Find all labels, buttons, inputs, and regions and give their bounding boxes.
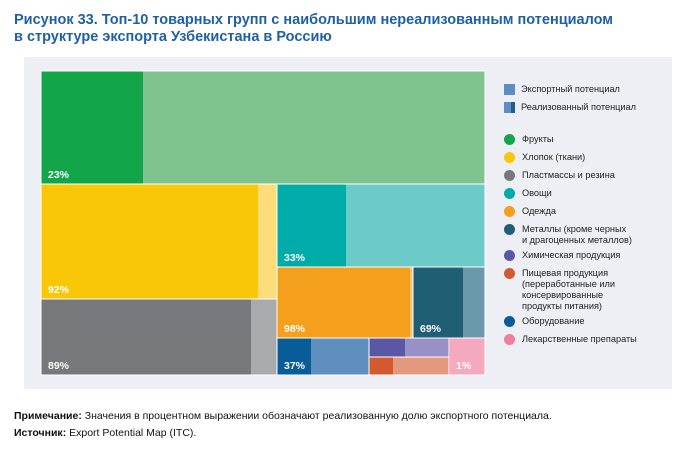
note-label: Примечание: (14, 410, 82, 422)
treemap-data-label: 33% (284, 252, 306, 264)
legend-dot-icon (504, 250, 515, 261)
legend-item-label: Химическая продукция (522, 250, 621, 260)
treemap-tile-realized-potential (449, 338, 450, 375)
treemap-tile-realized-potential (413, 267, 463, 338)
treemap-tile-export-potential (448, 337, 486, 376)
legend-dot-icon (504, 206, 515, 217)
source-line: Источник: Export Potential Map (ITC). (14, 425, 552, 442)
treemap-tile-realized-potential (369, 357, 393, 375)
legend-item: Оборудование (504, 316, 674, 327)
legend-item: Лекарственные препараты (504, 334, 674, 345)
legend-item: Химическая продукция (504, 250, 674, 261)
legend-item-label: Пластмассы и резина (522, 170, 615, 180)
legend-item-label: Оборудование (522, 316, 585, 326)
treemap-data-label: 1% (456, 360, 472, 372)
legend-item-label: Фрукты (522, 134, 554, 144)
legend-item-label: Одежда (522, 206, 556, 216)
legend-dot-icon (504, 224, 515, 235)
treemap-tile-realized-potential (41, 299, 251, 375)
legend-dot-icon (504, 334, 515, 345)
treemap-tile-realized-potential (277, 184, 346, 267)
treemap-data-label: 98% (284, 323, 306, 335)
source-text: Export Potential Map (ITC). (69, 427, 197, 439)
treemap-tile-realized-potential (277, 267, 410, 338)
treemap-data-label: 37% (284, 360, 306, 372)
figure-title: Рисунок 33. Топ-10 товарных групп с наиб… (14, 12, 684, 46)
legend-export-potential-label: Экспортный потенциал (521, 84, 620, 94)
legend-item: Хлопок (ткани) (504, 152, 674, 163)
note-line: Примечание: Значения в процентном выраже… (14, 408, 552, 425)
export-potential-swatch (504, 84, 515, 95)
figure-title-line2: в структуре экспорта Узбекистана в Росси… (14, 29, 332, 45)
legend-item: Пластмассы и резина (504, 170, 674, 181)
figure-title-line1: Рисунок 33. Топ-10 товарных групп с наиб… (14, 12, 614, 28)
legend-item: Пищевая продукция (переработанные или ко… (504, 268, 674, 312)
treemap-data-label: 23% (48, 169, 70, 181)
legend-realized-potential-label: Реализованный потенциал (521, 102, 637, 112)
realized-potential-swatch (504, 102, 515, 113)
treemap-data-label: 69% (420, 323, 442, 335)
legend-realized-potential: Реализованный потенциал (504, 102, 674, 113)
legend-item-label: Пищевая продукция (переработанные или ко… (522, 268, 616, 311)
legend-dot-icon (504, 170, 515, 181)
legend-item: Овощи (504, 188, 674, 199)
footnote: Примечание: Значения в процентном выраже… (14, 408, 552, 442)
treemap-data-label: 92% (48, 284, 70, 296)
treemap-tile-realized-potential (369, 338, 405, 357)
legend-dot-icon (504, 152, 515, 163)
treemap-data-label: 89% (48, 360, 70, 372)
legend-dot-icon (504, 316, 515, 327)
legend-item: Одежда (504, 206, 674, 217)
legend-item-label: Металлы (кроме черных и драгоценных мета… (522, 224, 632, 245)
legend-export-potential: Экспортный потенциал (504, 84, 674, 95)
treemap-tile-realized-potential (277, 338, 311, 375)
legend-item: Фрукты (504, 134, 674, 145)
legend-item-label: Хлопок (ткани) (522, 152, 586, 162)
treemap-tile-realized-potential (41, 71, 143, 184)
legend-item-label: Лекарственные препараты (522, 334, 637, 344)
note-text: Значения в процентном выражении обознача… (84, 410, 552, 422)
legend-item: Металлы (кроме черных и драгоценных мета… (504, 224, 674, 246)
source-label: Источник: (14, 427, 67, 439)
legend-dot-icon (504, 134, 515, 145)
legend-dot-icon (504, 188, 515, 199)
legend-item-label: Овощи (522, 188, 552, 198)
legend-dot-icon (504, 268, 515, 279)
treemap-tile-realized-potential (41, 184, 258, 299)
